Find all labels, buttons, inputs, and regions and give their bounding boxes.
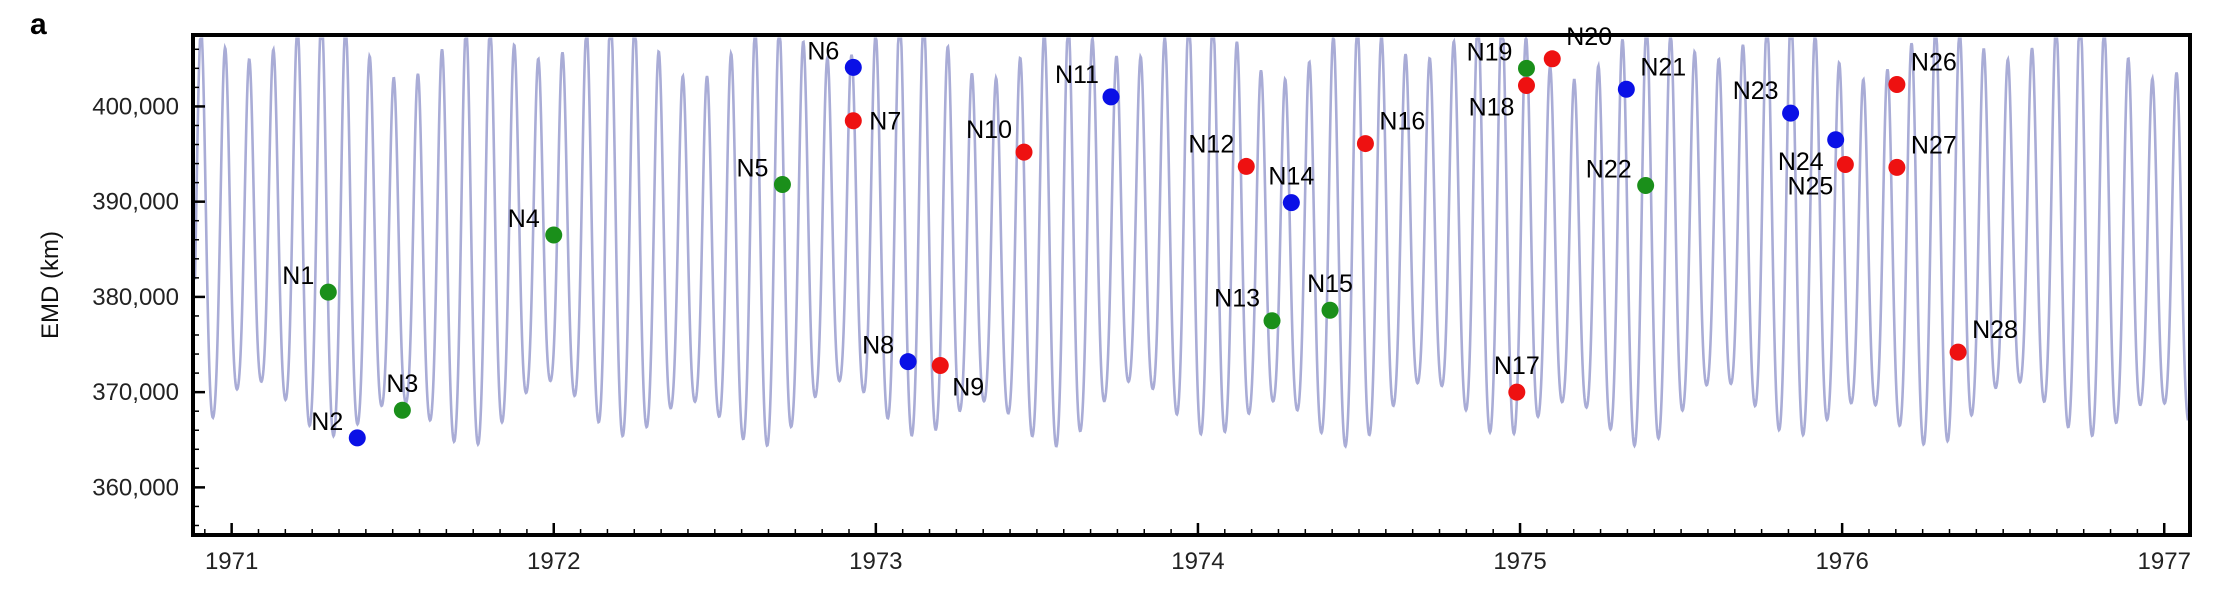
data-point-n21	[1617, 80, 1635, 98]
point-label-n3: N3	[386, 370, 418, 398]
plot-frame	[191, 33, 2192, 537]
y-tick-label: 380,000	[92, 284, 179, 311]
point-label-n11: N11	[1055, 61, 1099, 89]
x-tick-label: 1976	[1815, 548, 1868, 575]
data-point-n12	[1237, 157, 1255, 175]
data-point-n13	[1263, 312, 1281, 330]
data-point-n18	[1517, 76, 1535, 94]
data-point-n27	[1888, 158, 1906, 176]
point-label-n16: N16	[1379, 108, 1425, 136]
point-label-n10: N10	[966, 116, 1012, 144]
point-label-n4: N4	[508, 205, 540, 233]
data-point-n1	[319, 283, 337, 301]
data-point-n28	[1949, 343, 1967, 361]
background-distance-curve	[193, 34, 2190, 449]
data-point-n9	[931, 356, 949, 374]
point-label-n25: N25	[1787, 173, 1833, 201]
point-label-n6: N6	[807, 37, 839, 65]
data-point-n16	[1356, 135, 1374, 153]
data-point-n26	[1888, 76, 1906, 94]
point-label-n2: N2	[311, 408, 343, 436]
data-point-n5	[773, 176, 791, 194]
point-label-n18: N18	[1469, 93, 1515, 121]
y-tick-label: 390,000	[92, 189, 179, 216]
data-point-n22	[1637, 176, 1655, 194]
point-label-n27: N27	[1911, 131, 1957, 159]
point-label-n22: N22	[1586, 155, 1632, 183]
data-points: N1 N2 N3 N4 N5 N6 N7 N8 N9 N10 N11 N12 N13 N14 N15 N16 N…	[282, 23, 2018, 447]
point-label-n21: N21	[1640, 53, 1686, 81]
point-label-n5: N5	[736, 155, 768, 183]
data-point-n19	[1517, 59, 1535, 77]
y-tick-label: 370,000	[92, 379, 179, 406]
distance-curve-line	[193, 34, 2190, 449]
y-axis-label: EMD (km)	[37, 231, 64, 339]
point-label-n19: N19	[1467, 38, 1513, 66]
data-point-n20	[1543, 50, 1561, 68]
x-tick-label: 1973	[849, 548, 902, 575]
y-tick-label: 400,000	[92, 93, 179, 120]
point-label-n7: N7	[869, 108, 901, 136]
point-label-n26: N26	[1911, 49, 1957, 77]
point-label-n13: N13	[1214, 285, 1260, 313]
y-tick-label: 360,000	[92, 474, 179, 501]
point-label-n24: N24	[1778, 148, 1824, 176]
data-point-n7	[844, 112, 862, 130]
point-label-n14: N14	[1268, 163, 1314, 191]
data-point-n17	[1508, 383, 1526, 401]
point-label-n12: N12	[1188, 130, 1234, 158]
x-tick-label: 1972	[527, 548, 580, 575]
point-label-n20: N20	[1566, 23, 1612, 51]
data-point-n8	[899, 353, 917, 371]
x-tick-label: 1974	[1171, 548, 1224, 575]
x-tick-label: 1971	[205, 548, 258, 575]
x-tick-label: 1975	[1493, 548, 1546, 575]
point-label-n15: N15	[1307, 270, 1353, 298]
point-label-n1: N1	[282, 262, 314, 290]
data-point-n3	[393, 401, 411, 419]
data-point-n14	[1282, 194, 1300, 212]
point-label-n23: N23	[1733, 77, 1779, 105]
data-point-n2	[348, 429, 366, 447]
data-point-n23	[1782, 104, 1800, 122]
x-tick-label: 1977	[2138, 548, 2191, 575]
panel-label: a	[30, 8, 47, 41]
data-point-n11	[1102, 88, 1120, 106]
point-label-n28: N28	[1972, 316, 2018, 344]
y-axis: 360,000 370,000 380,000 390,000 400,000	[92, 48, 205, 527]
data-point-n4	[545, 226, 563, 244]
x-axis: 1971 1972 1973 1974 1975 1976 1977	[204, 523, 2191, 575]
point-label-n9: N9	[952, 373, 984, 401]
point-label-n17: N17	[1494, 352, 1540, 380]
data-point-n6	[844, 58, 862, 76]
data-point-n10	[1015, 143, 1033, 161]
data-point-n15	[1321, 301, 1339, 319]
data-point-n24	[1827, 131, 1845, 149]
point-label-n8: N8	[862, 332, 894, 360]
data-point-n25	[1836, 156, 1854, 174]
